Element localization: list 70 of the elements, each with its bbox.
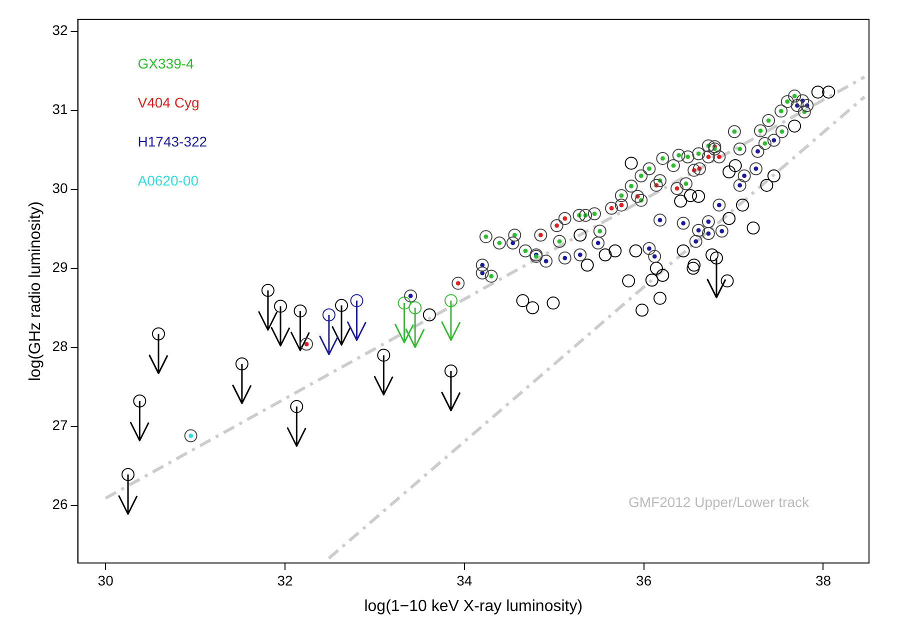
point — [822, 86, 836, 99]
x-tick-label: 30 — [98, 572, 114, 588]
y-tick-label: 26 — [52, 496, 68, 512]
point — [444, 294, 458, 308]
point — [322, 308, 336, 322]
point — [636, 304, 649, 317]
point — [650, 262, 663, 275]
y-tick-label: 27 — [52, 417, 68, 434]
point — [516, 294, 530, 308]
y-tick-label: 32 — [52, 22, 68, 38]
point — [656, 268, 670, 282]
point — [767, 169, 780, 182]
y-tick-label: 29 — [52, 259, 68, 276]
point — [622, 274, 636, 288]
y-tick-label: 31 — [52, 101, 68, 118]
point — [133, 394, 146, 408]
annotation: GMF2012 Upper/Lower track — [628, 494, 810, 510]
point — [736, 198, 750, 212]
point — [645, 274, 658, 287]
x-axis-title: log(1−10 keV X-ray luminosity) — [364, 598, 583, 615]
x-tick-label: 38 — [815, 572, 832, 588]
point — [722, 212, 736, 226]
point — [720, 274, 734, 288]
text: GX339-4 — [138, 55, 194, 72]
x-tick-label: 36 — [636, 572, 652, 588]
point — [546, 296, 560, 310]
y-tick-label: 28 — [52, 338, 68, 354]
point — [760, 178, 774, 192]
point — [684, 189, 697, 202]
point — [692, 190, 706, 203]
point — [294, 304, 307, 318]
point — [377, 348, 390, 362]
point — [152, 327, 166, 340]
point — [728, 159, 742, 172]
point — [422, 308, 436, 322]
point — [122, 468, 135, 482]
point — [350, 294, 364, 308]
point — [598, 248, 612, 262]
point — [746, 221, 760, 234]
point — [706, 248, 719, 262]
text: H1743-322 — [138, 133, 208, 150]
x-tick-label: 34 — [456, 572, 472, 588]
point — [398, 296, 411, 310]
point — [408, 301, 422, 314]
point — [653, 292, 666, 305]
point — [629, 244, 642, 258]
point — [261, 284, 274, 297]
y-tick-label: 30 — [52, 180, 68, 196]
point — [674, 194, 688, 208]
x-tick-label: 32 — [277, 572, 293, 588]
point — [722, 165, 736, 178]
point — [580, 258, 594, 272]
point — [574, 228, 587, 242]
point — [710, 252, 723, 265]
point — [624, 156, 638, 170]
point — [686, 262, 700, 275]
point — [811, 86, 824, 99]
point — [526, 301, 540, 314]
point — [444, 364, 458, 378]
point — [274, 300, 288, 313]
point — [290, 400, 304, 414]
point — [335, 298, 348, 312]
point — [608, 244, 622, 258]
text: V404 Cyg — [138, 94, 200, 110]
point — [688, 258, 701, 272]
y-axis-title: log(GHz radio luminosity) — [27, 201, 44, 382]
point — [235, 357, 248, 370]
text: A0620-00 — [138, 172, 199, 188]
point — [788, 120, 802, 133]
point — [676, 244, 690, 258]
